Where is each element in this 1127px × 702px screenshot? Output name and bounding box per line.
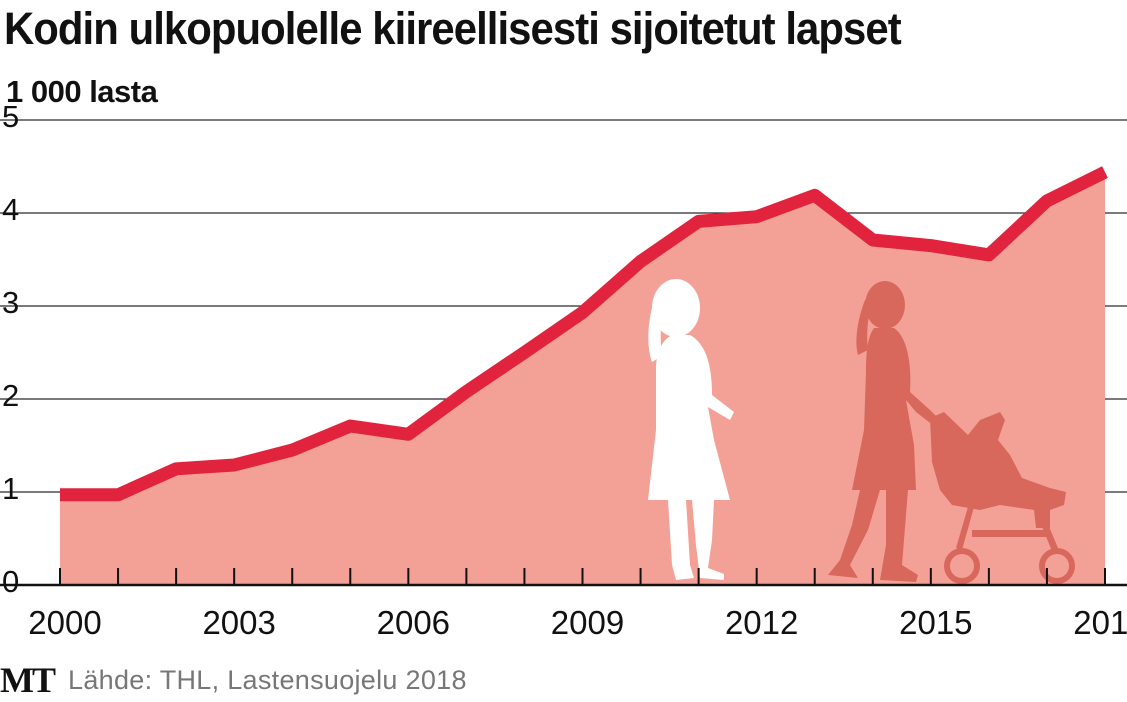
y-tick-label: 3 <box>2 285 19 320</box>
footer: MT Lähde: THL, Lastensuojelu 2018 <box>0 660 467 700</box>
x-tick-label: 2006 <box>377 604 450 641</box>
publisher-logo: MT <box>0 660 56 700</box>
x-tick-label: 2003 <box>202 604 275 641</box>
data-line <box>60 166 1108 502</box>
data-area <box>60 172 1105 585</box>
y-tick-label: 0 <box>2 564 19 599</box>
woman-with-stroller-silhouette <box>828 281 1075 584</box>
x-tick-label: 2012 <box>725 604 798 641</box>
x-tick-label: 2018 <box>1073 604 1127 641</box>
x-tick-label: 2015 <box>899 604 972 641</box>
y-tick-label: 5 <box>2 99 19 134</box>
x-tick-label: 2009 <box>551 604 624 641</box>
y-tick-label: 2 <box>2 378 19 413</box>
x-tick-label: 2000 <box>28 604 101 641</box>
illustration <box>648 279 1075 584</box>
x-tick-labels: 2000 2003 2006 2009 2012 2015 2018 <box>28 604 1127 641</box>
source-note: Lähde: THL, Lastensuojelu 2018 <box>68 664 467 695</box>
chart-title: Kodin ulkopuolelle kiireellisesti sijoit… <box>4 3 902 54</box>
y-tick-label: 4 <box>2 192 19 227</box>
y-tick-label: 1 <box>2 471 19 506</box>
y-tick-labels: 0 1 2 3 4 5 <box>2 99 19 599</box>
woman-silhouette <box>648 279 734 580</box>
y-axis-unit-label: 1 000 lasta <box>6 74 158 109</box>
x-axis <box>0 568 1127 587</box>
